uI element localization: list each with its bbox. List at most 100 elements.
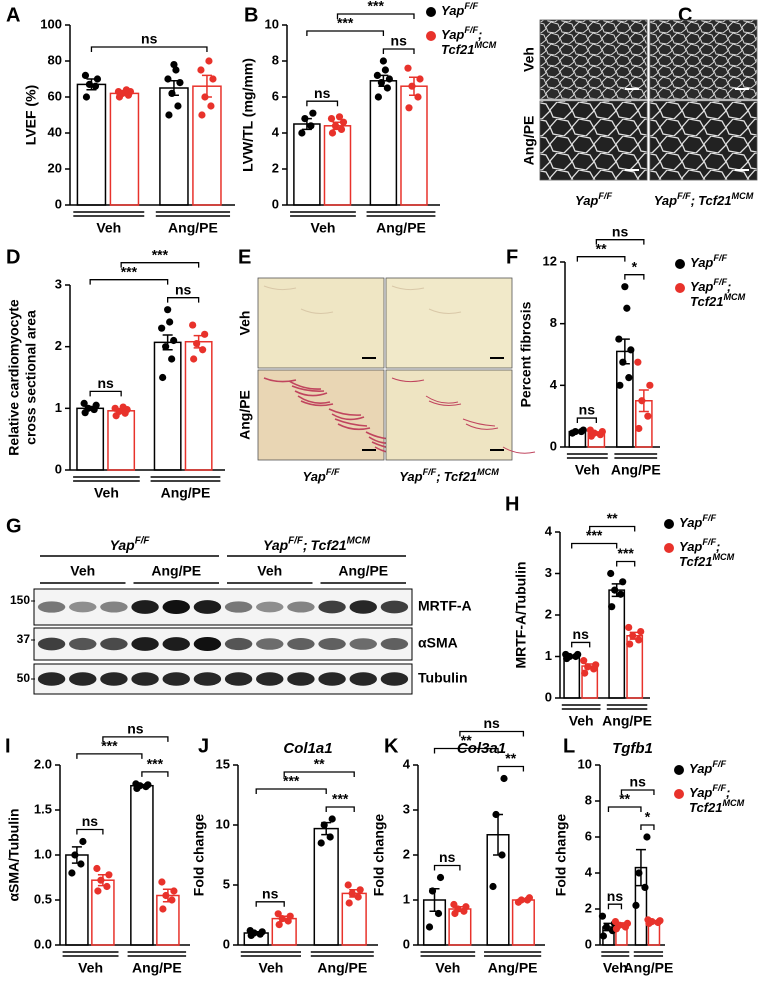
x-group-label: Veh — [575, 462, 600, 478]
genotype-segment: Tcf21 — [679, 554, 712, 569]
data-point — [581, 669, 589, 677]
y-tick-label: 0 — [272, 196, 279, 211]
y-tick-label: 12 — [543, 253, 557, 268]
micrograph — [649, 19, 758, 100]
data-point — [635, 424, 643, 433]
data-point — [68, 869, 76, 877]
data-point — [79, 837, 87, 846]
data-point — [205, 57, 213, 65]
x-group-label: Ang/PE — [611, 462, 661, 478]
x-group-label: Veh — [435, 960, 460, 976]
blot-band — [162, 672, 190, 686]
data-point — [580, 657, 588, 665]
row-label: Veh — [237, 311, 253, 336]
significance-bracket — [607, 806, 642, 812]
significance-bracket — [589, 525, 636, 532]
genotype-segment: F/F — [712, 783, 726, 793]
genotype-segment: Yap — [441, 27, 464, 42]
data-point — [571, 427, 579, 436]
data-point — [105, 871, 113, 879]
data-point — [374, 93, 382, 101]
data-point — [627, 346, 635, 354]
significance-bracket — [433, 864, 461, 871]
bar — [159, 87, 189, 206]
blot-band — [349, 638, 377, 650]
bar — [341, 892, 367, 946]
data-point — [170, 336, 178, 345]
genotype-label: YapF/F — [690, 253, 727, 270]
data-point — [619, 578, 627, 586]
significance-label: *** — [121, 263, 138, 279]
genotype-segment: MCM — [712, 552, 734, 562]
data-point — [517, 896, 526, 904]
significance-bracket — [306, 100, 339, 107]
significance-label: ns — [612, 223, 629, 239]
significance-bracket — [76, 828, 104, 835]
data-point — [644, 916, 652, 924]
significance-bracket — [90, 46, 208, 52]
marker-label: 37 — [17, 632, 31, 646]
data-point — [641, 883, 649, 892]
data-point — [301, 115, 309, 123]
panel-letter: L — [563, 735, 575, 757]
data-point — [525, 894, 534, 902]
fibrosis-streak — [300, 308, 334, 314]
bar — [156, 894, 180, 946]
data-point — [80, 399, 88, 407]
x-group-label: Ang/PE — [488, 960, 538, 976]
blot-band — [100, 672, 128, 686]
data-point — [621, 283, 629, 291]
fibrosis-streak — [462, 418, 496, 427]
bar — [313, 827, 339, 946]
y-tick-label: 40 — [48, 124, 62, 139]
significance-label: *** — [283, 773, 300, 789]
significance-bracket — [120, 262, 200, 268]
bar — [153, 341, 182, 471]
fibrosis-streak — [328, 408, 362, 416]
data-point — [132, 780, 140, 788]
y-tick-label: 5 — [223, 876, 230, 891]
y-axis-label: Percent fibrosis — [518, 301, 534, 407]
bar — [323, 125, 352, 206]
significance-label: ns — [573, 626, 590, 642]
blot-band — [380, 672, 409, 686]
significance-bracket — [167, 297, 200, 303]
data-point — [354, 893, 362, 901]
fibrosis-streak — [502, 446, 536, 454]
data-point — [644, 412, 652, 420]
fibrosis-streak — [263, 377, 297, 383]
blot-band — [193, 672, 222, 686]
data-point — [385, 75, 393, 83]
significance-label: ns — [439, 849, 456, 865]
genotype-segment: Tcf21 — [311, 537, 347, 553]
genotype-segment: ; — [726, 785, 730, 800]
y-tick-label: 8 — [550, 315, 557, 330]
y-tick-label: 0 — [585, 936, 592, 951]
fibrosis-streak — [288, 380, 322, 390]
significance-label: ** — [596, 240, 607, 256]
data-point — [327, 115, 336, 123]
data-point — [274, 910, 282, 918]
data-point — [158, 324, 166, 332]
significance-label: ns — [175, 281, 192, 297]
x-group-label: Veh — [311, 220, 336, 236]
genotype-label: YapF/F — [441, 1, 478, 18]
y-tick-label: 4 — [545, 523, 553, 538]
blot-band — [349, 672, 377, 686]
y-tick-label: 0 — [55, 196, 62, 211]
genotype-segment: F/F — [702, 513, 716, 523]
data-point — [298, 129, 306, 137]
y-tick-label: 1 — [545, 648, 552, 663]
y-tick-label: 1.0 — [34, 846, 52, 861]
genotype-segment: MCM — [723, 292, 745, 302]
legend-marker — [675, 259, 685, 269]
data-point — [85, 80, 94, 88]
y-tick-label: 10 — [265, 16, 279, 31]
data-point — [635, 636, 643, 644]
data-point — [598, 912, 607, 920]
genotype-segment: MCM — [732, 191, 754, 201]
data-point — [625, 374, 633, 382]
bar — [76, 83, 107, 206]
data-point — [93, 864, 101, 873]
